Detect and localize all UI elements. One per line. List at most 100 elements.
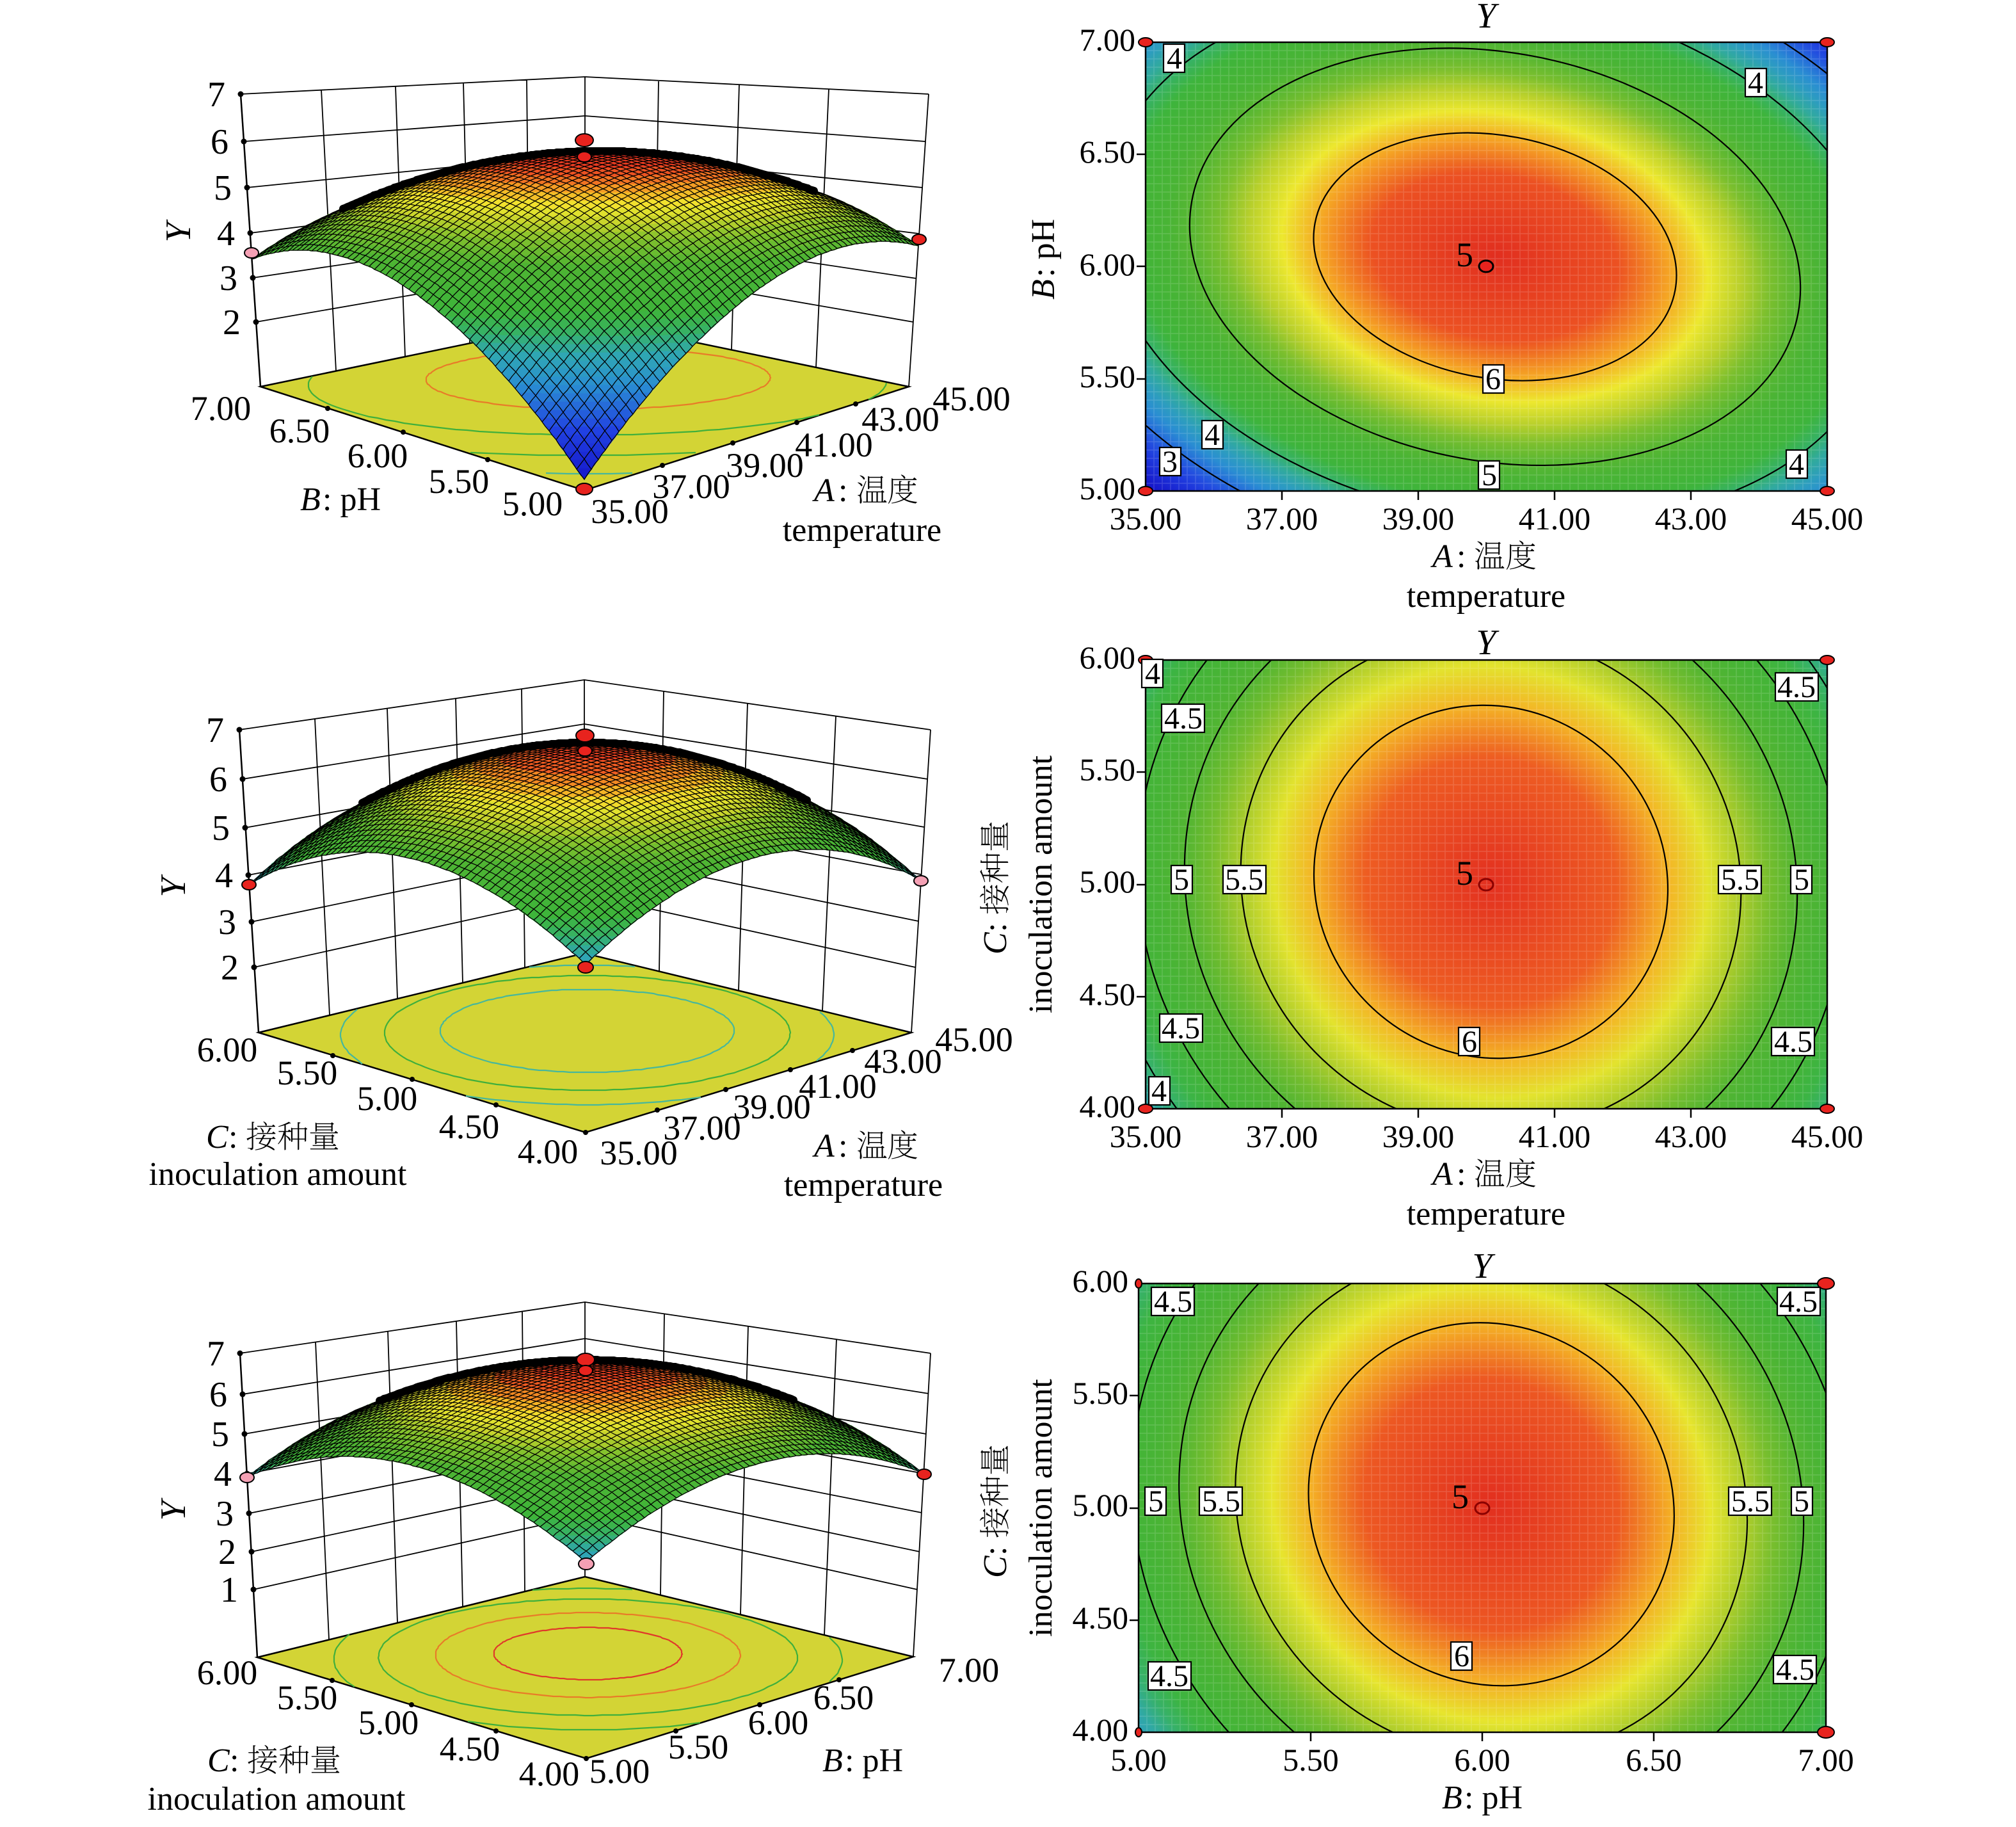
svg-text:2: 2 — [218, 1533, 236, 1572]
svg-text:6: 6 — [1462, 1025, 1477, 1059]
svg-text:37.00: 37.00 — [1246, 1118, 1318, 1154]
svg-text:5: 5 — [214, 168, 232, 208]
svg-text:35.00: 35.00 — [591, 492, 669, 531]
svg-text:7.00: 7.00 — [1080, 22, 1136, 58]
svg-text:4.50: 4.50 — [440, 1730, 500, 1768]
svg-text:6.00: 6.00 — [1080, 640, 1136, 675]
svg-text:37.00: 37.00 — [652, 467, 730, 506]
svg-text::: : — [230, 1742, 239, 1779]
svg-text:41.00: 41.00 — [795, 426, 873, 464]
svg-text:43.00: 43.00 — [861, 400, 940, 439]
svg-text:4.00: 4.00 — [518, 1132, 579, 1171]
svg-text:5: 5 — [1452, 1477, 1469, 1516]
svg-text:6.50: 6.50 — [269, 412, 330, 450]
svg-text::: : — [977, 923, 1014, 932]
svg-text:B: B — [822, 1742, 843, 1779]
svg-text:Y: Y — [1472, 1246, 1496, 1286]
svg-text:4.5: 4.5 — [1150, 1659, 1188, 1693]
svg-text:Y: Y — [159, 219, 198, 243]
svg-text:45.00: 45.00 — [1791, 1118, 1864, 1154]
svg-text::: : — [977, 1547, 1014, 1556]
svg-text:6.00: 6.00 — [748, 1703, 809, 1742]
svg-text:41.00: 41.00 — [1519, 1118, 1591, 1154]
svg-text:5.5: 5.5 — [1202, 1485, 1240, 1518]
svg-text:A: A — [1430, 1156, 1453, 1193]
svg-text:3: 3 — [218, 903, 236, 942]
svg-text:4.00: 4.00 — [519, 1755, 580, 1793]
svg-text:2: 2 — [223, 303, 241, 342]
svg-text:4.5: 4.5 — [1776, 1653, 1814, 1687]
svg-text:6: 6 — [1485, 362, 1501, 396]
svg-text:5: 5 — [1456, 236, 1473, 274]
svg-text:6.50: 6.50 — [1080, 134, 1136, 170]
svg-text:45.00: 45.00 — [1791, 501, 1864, 536]
svg-text:35.00: 35.00 — [1110, 501, 1182, 536]
svg-text::: : — [1457, 1156, 1466, 1193]
svg-text:6.00: 6.00 — [1073, 1263, 1129, 1299]
svg-text:2: 2 — [221, 948, 239, 988]
svg-text:A: A — [812, 472, 835, 509]
svg-text:temperature: temperature — [784, 1167, 943, 1203]
svg-text:: pH: : pH — [323, 481, 381, 518]
svg-text:6.00: 6.00 — [1080, 246, 1136, 282]
svg-text:4: 4 — [1204, 418, 1220, 452]
svg-text:5.50: 5.50 — [277, 1054, 338, 1092]
svg-text:: pH: : pH — [1464, 1780, 1523, 1816]
svg-text:5.5: 5.5 — [1721, 863, 1759, 897]
svg-text:6.50: 6.50 — [813, 1678, 874, 1717]
svg-text:41.00: 41.00 — [1519, 501, 1591, 536]
svg-text:7: 7 — [206, 711, 224, 750]
svg-text:Y: Y — [154, 1497, 193, 1521]
svg-text:3: 3 — [1162, 445, 1178, 479]
svg-text:5.00: 5.00 — [1080, 471, 1136, 506]
svg-text:4: 4 — [1789, 447, 1804, 481]
svg-text::: : — [838, 1128, 847, 1164]
svg-text:5: 5 — [1482, 458, 1497, 492]
svg-text:4.00: 4.00 — [1080, 1088, 1136, 1124]
svg-text:5: 5 — [1794, 863, 1809, 897]
svg-text:6: 6 — [211, 122, 228, 162]
svg-text:5: 5 — [212, 809, 230, 848]
svg-text:39.00: 39.00 — [1382, 501, 1455, 536]
svg-text:6: 6 — [1454, 1639, 1469, 1673]
svg-text:1: 1 — [220, 1570, 238, 1610]
svg-text:5.50: 5.50 — [1080, 358, 1136, 394]
svg-text:4.50: 4.50 — [439, 1107, 500, 1146]
svg-text:6: 6 — [209, 760, 227, 800]
svg-text:43.00: 43.00 — [864, 1042, 942, 1081]
svg-text:C: C — [206, 1119, 229, 1155]
svg-text:3: 3 — [220, 259, 237, 298]
svg-text:5.50: 5.50 — [668, 1728, 729, 1766]
svg-text:5: 5 — [1174, 863, 1189, 897]
svg-text:7.00: 7.00 — [191, 389, 252, 428]
svg-text:4: 4 — [1748, 66, 1763, 100]
svg-text:5.00: 5.00 — [502, 485, 563, 523]
svg-text:6.50: 6.50 — [1626, 1742, 1682, 1778]
svg-text::: : — [1457, 538, 1466, 575]
svg-text:5.00: 5.00 — [358, 1703, 419, 1742]
svg-text:5.50: 5.50 — [1073, 1375, 1129, 1411]
svg-text:inoculation amount: inoculation amount — [149, 1156, 407, 1193]
svg-text:A: A — [1430, 538, 1453, 575]
svg-text:C: C — [977, 931, 1014, 954]
svg-text:4.5: 4.5 — [1777, 670, 1816, 704]
svg-text:inoculation amount: inoculation amount — [1023, 755, 1059, 1013]
svg-text:37.00: 37.00 — [1246, 501, 1318, 536]
svg-text:4.5: 4.5 — [1774, 1025, 1812, 1059]
svg-text:5: 5 — [1148, 1485, 1164, 1518]
svg-text:4: 4 — [1145, 657, 1160, 691]
svg-text:3: 3 — [216, 1494, 234, 1534]
svg-text:6.00: 6.00 — [197, 1031, 258, 1069]
svg-text:B: B — [1025, 279, 1062, 300]
svg-text:6.00: 6.00 — [1454, 1742, 1510, 1778]
svg-text:inoculation amount: inoculation amount — [1023, 1379, 1059, 1637]
svg-text:4: 4 — [1151, 1074, 1167, 1108]
svg-text:5.00: 5.00 — [357, 1079, 418, 1118]
svg-text:39.00: 39.00 — [726, 446, 804, 485]
svg-text:39.00: 39.00 — [1382, 1118, 1455, 1154]
svg-text:: pH: : pH — [845, 1742, 903, 1779]
svg-text:5.50: 5.50 — [277, 1678, 338, 1717]
svg-text:5: 5 — [1456, 854, 1473, 892]
svg-text:5.5: 5.5 — [1731, 1485, 1770, 1518]
svg-text:37.00: 37.00 — [663, 1109, 741, 1147]
